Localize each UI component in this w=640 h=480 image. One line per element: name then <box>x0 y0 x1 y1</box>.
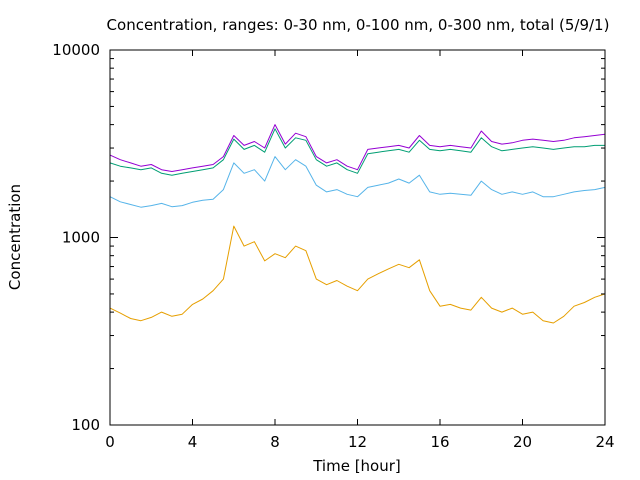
x-tick-label: 0 <box>105 433 115 451</box>
y-tick-label: 1000 <box>62 229 100 247</box>
y-tick-label: 100 <box>71 416 100 434</box>
x-tick-label: 16 <box>430 433 449 451</box>
plot-frame <box>109 49 606 426</box>
x-tick-label: 12 <box>348 433 367 451</box>
x-tick-label: 4 <box>188 433 198 451</box>
series-line-3 <box>109 128 605 176</box>
series-layer <box>109 124 606 324</box>
y-tick-label: 10000 <box>52 41 100 59</box>
chart-title: Concentration, ranges: 0-30 nm, 0-100 nm… <box>107 16 610 34</box>
x-tick-label: 24 <box>595 433 614 451</box>
y-axis-label: Concentration <box>6 184 24 290</box>
x-axis-label: Time [hour] <box>312 457 401 475</box>
x-tick-label: 20 <box>513 433 532 451</box>
series-line-1 <box>109 225 606 324</box>
ticks-layer: 0 4 8 12 16 20 24 100 1000 10000 <box>52 41 614 451</box>
x-tick-label: 8 <box>270 433 280 451</box>
series-line-4 <box>109 124 606 172</box>
series-line-2 <box>109 156 606 208</box>
